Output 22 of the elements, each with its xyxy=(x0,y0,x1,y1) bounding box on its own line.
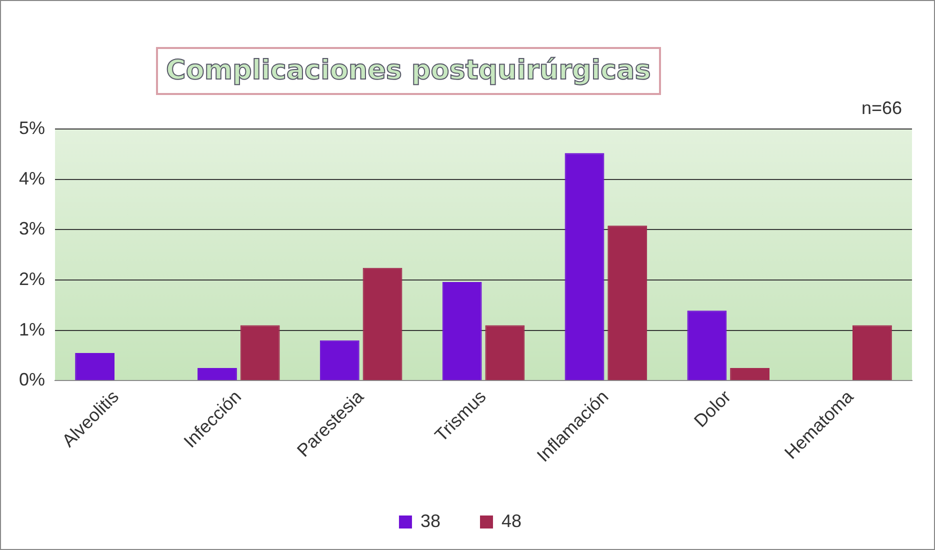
bar xyxy=(240,325,280,380)
text: n=66 xyxy=(861,98,902,118)
bar xyxy=(442,282,482,380)
bar xyxy=(485,325,525,380)
y-tick-label: 1% xyxy=(19,319,46,340)
legend-label: 38 xyxy=(420,510,441,531)
chart-title: Complicaciones postquirúrgicas xyxy=(156,47,661,95)
y-tick-label: 4% xyxy=(19,168,46,188)
bar xyxy=(362,268,402,380)
bar xyxy=(198,368,237,380)
y-tick-label: 3% xyxy=(19,218,46,239)
bar xyxy=(564,153,604,380)
bar xyxy=(852,325,892,380)
bar xyxy=(608,226,648,380)
legend-label: 48 xyxy=(502,510,522,531)
y-tick-label: 2% xyxy=(19,268,46,289)
bar xyxy=(687,310,727,380)
y-tick-label: 5% xyxy=(19,118,46,138)
bar xyxy=(75,352,115,380)
bar xyxy=(730,368,770,380)
y-tick-label: 0% xyxy=(19,370,46,390)
bar xyxy=(320,340,360,380)
